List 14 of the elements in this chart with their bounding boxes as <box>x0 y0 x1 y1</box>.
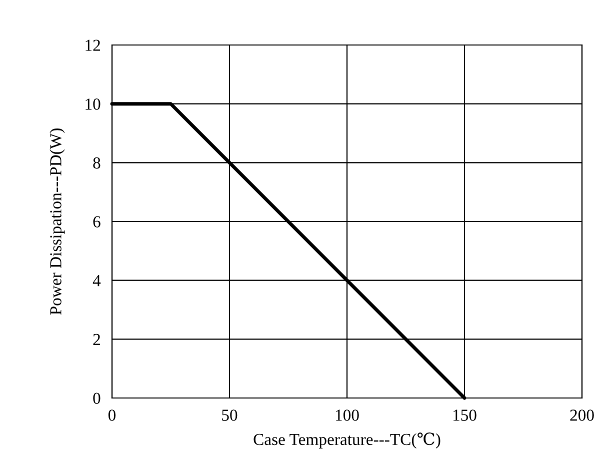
x-axis-title: Case Temperature---TC(℃) <box>254 432 440 448</box>
y-axis-title: Power Dissipation---PD(W) <box>50 128 65 315</box>
x-tick-label: 50 <box>222 410 238 421</box>
y-tick-label: 4 <box>92 275 101 286</box>
y-tick-label: 0 <box>93 392 100 404</box>
x-tick-label: 100 <box>336 410 359 421</box>
y-tick-label: 6 <box>93 216 100 228</box>
y-tick-label: 8 <box>93 157 100 169</box>
y-tick-label: 10 <box>86 98 100 110</box>
y-tick-label: 12 <box>86 40 100 51</box>
x-tick-label: 0 <box>108 410 116 421</box>
x-tick-label: 150 <box>453 410 476 421</box>
y-tick-label: 2 <box>93 334 100 345</box>
x-tick-label: 200 <box>570 410 594 421</box>
